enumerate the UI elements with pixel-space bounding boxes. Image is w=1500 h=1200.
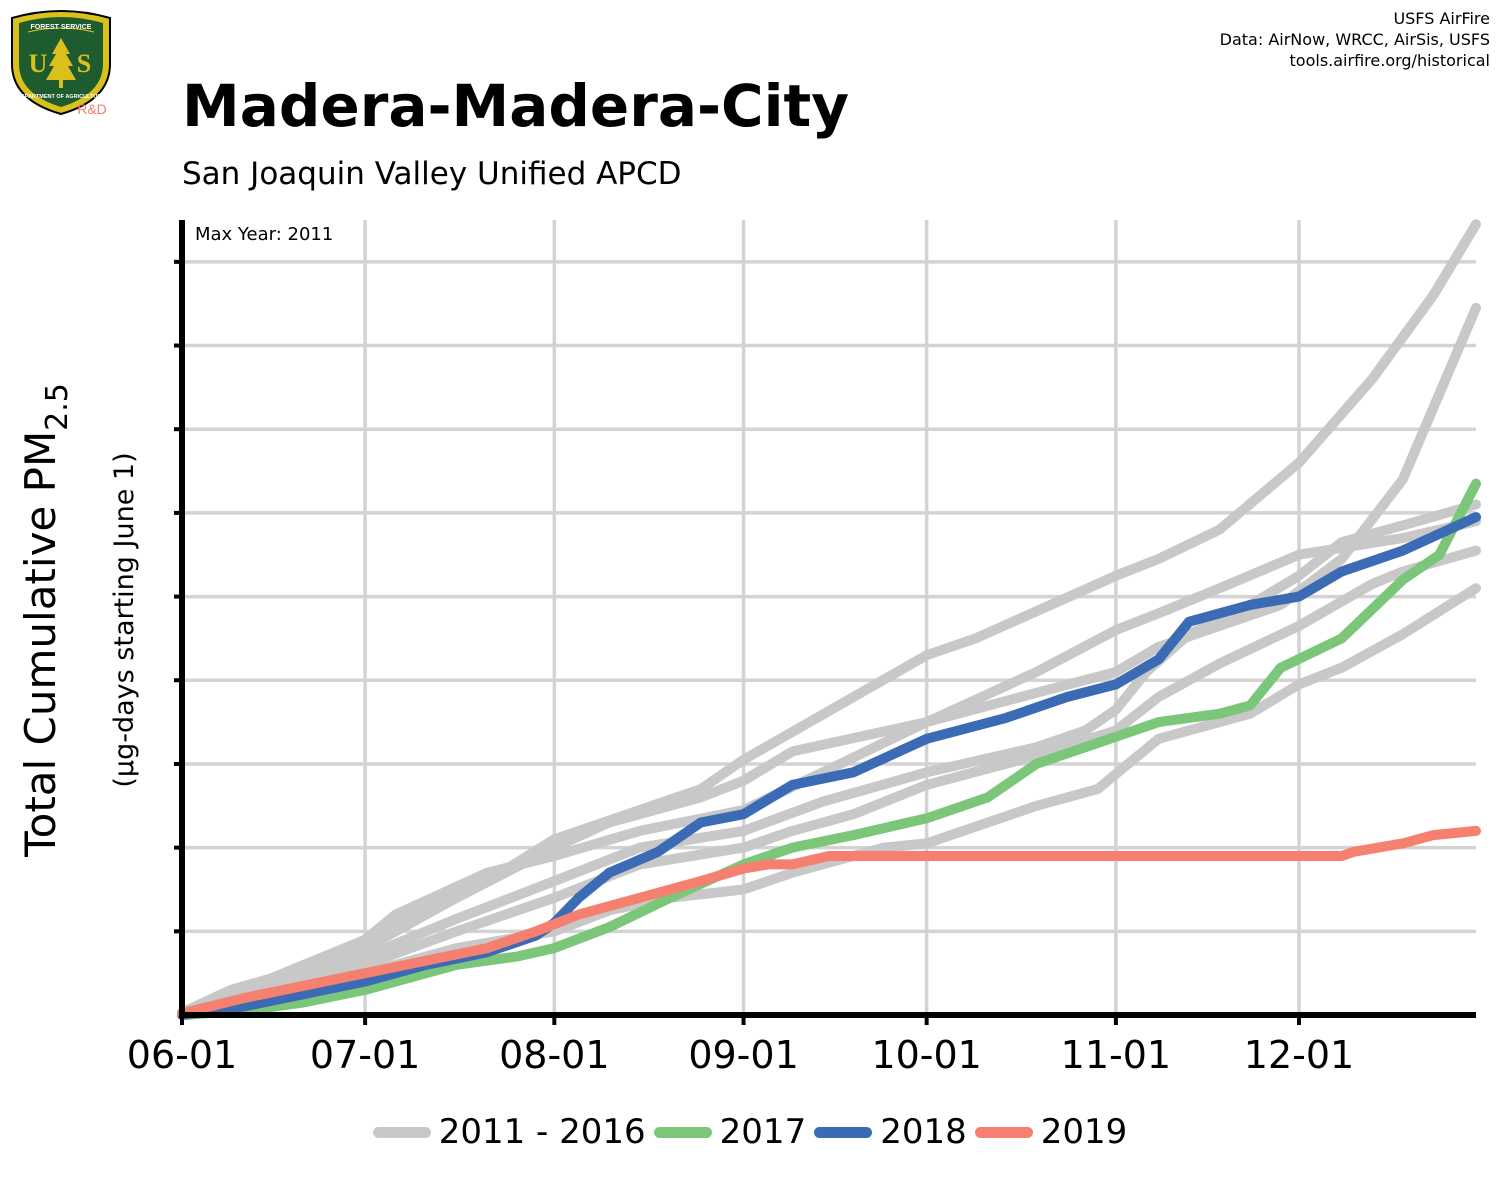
legend-swatch-2017 bbox=[653, 1126, 712, 1138]
x-tick-label-0: 06-01 bbox=[127, 1033, 237, 1077]
series-line-2017 bbox=[177, 478, 1481, 1020]
x-tick-label-6: 12-01 bbox=[1244, 1033, 1354, 1077]
legend-item-2018: 2018 bbox=[814, 1112, 967, 1152]
forest-service-logo: FOREST SERVICE U S DEPARTMENT OF AGRICUL… bbox=[11, 10, 111, 117]
y-axis-title-sub: 2.5 bbox=[40, 383, 75, 431]
credit-url: tools.airfire.org/historical bbox=[1289, 51, 1490, 70]
logo-rd-tag: R&D bbox=[77, 101, 107, 117]
series-line-2011 bbox=[177, 219, 1481, 1018]
logo-letter-u: U bbox=[29, 49, 48, 78]
legend-swatch-2018 bbox=[814, 1126, 873, 1138]
logo-top-text: FOREST SERVICE bbox=[31, 24, 92, 31]
x-tick-label-3: 09-01 bbox=[688, 1033, 798, 1077]
credit-data: Data: AirNow, WRCC, AirSis, USFS bbox=[1219, 30, 1490, 49]
x-tick-label-4: 10-01 bbox=[871, 1033, 981, 1077]
series-line-2012 bbox=[177, 302, 1481, 1018]
legend-item-historical: 2011 - 2016 bbox=[372, 1112, 646, 1152]
tree-icon bbox=[46, 38, 76, 88]
legend-item-2017: 2017 bbox=[653, 1112, 807, 1152]
legend-item-2019: 2019 bbox=[974, 1112, 1128, 1152]
x-tick-label-5: 11-01 bbox=[1061, 1033, 1171, 1077]
y-axis-units: (µg-days starting June 1) bbox=[109, 452, 140, 787]
y-axis-title-group: Total Cumulative PM2.5 bbox=[16, 383, 75, 858]
y-axis-units-group: (µg-days starting June 1) bbox=[109, 452, 140, 787]
legend-label-2018: 2018 bbox=[880, 1112, 967, 1152]
x-tick-label-2: 08-01 bbox=[499, 1033, 609, 1077]
max-year-annotation: Max Year: 2011 bbox=[195, 224, 333, 245]
axis-layer: 06-01 07-01 08-01 09-01 10-01 11-01 12-01 bbox=[127, 220, 1476, 1077]
grid-layer bbox=[182, 220, 1476, 1015]
series-line-2013 bbox=[177, 499, 1481, 1018]
legend: 2011 - 2016 2017 2018 2019 bbox=[0, 1112, 1500, 1152]
legend-label-2017: 2017 bbox=[719, 1112, 807, 1152]
credit-source: USFS AirFire bbox=[1393, 9, 1490, 28]
series-line-2019 bbox=[177, 825, 1481, 1019]
legend-label-2019: 2019 bbox=[1040, 1112, 1128, 1152]
series-layer bbox=[177, 219, 1481, 1020]
x-tick-label-1: 07-01 bbox=[310, 1033, 420, 1077]
logo-letter-s: S bbox=[77, 49, 91, 78]
chart-subtitle: San Joaquin Valley Unified APCD bbox=[182, 156, 682, 192]
logo-bottom-text: DEPARTMENT OF AGRICULTURE bbox=[17, 94, 105, 100]
chart-title: Madera-Madera-City bbox=[182, 72, 850, 140]
cumulative-pm25-chart: 06-01 07-01 08-01 09-01 10-01 11-01 12-01 Max … bbox=[16, 219, 1481, 1077]
legend-swatch-historical bbox=[372, 1126, 431, 1138]
series-line-2015 bbox=[177, 545, 1481, 1019]
legend-label-historical: 2011 - 2016 bbox=[438, 1112, 646, 1152]
y-axis-title-main: Total Cumulative PM bbox=[16, 431, 65, 858]
credits: USFS AirFire Data: AirNow, WRCC, AirSis,… bbox=[1220, 8, 1490, 71]
legend-swatch-2019 bbox=[974, 1126, 1033, 1138]
y-axis-title: Total Cumulative PM2.5 bbox=[16, 383, 75, 858]
